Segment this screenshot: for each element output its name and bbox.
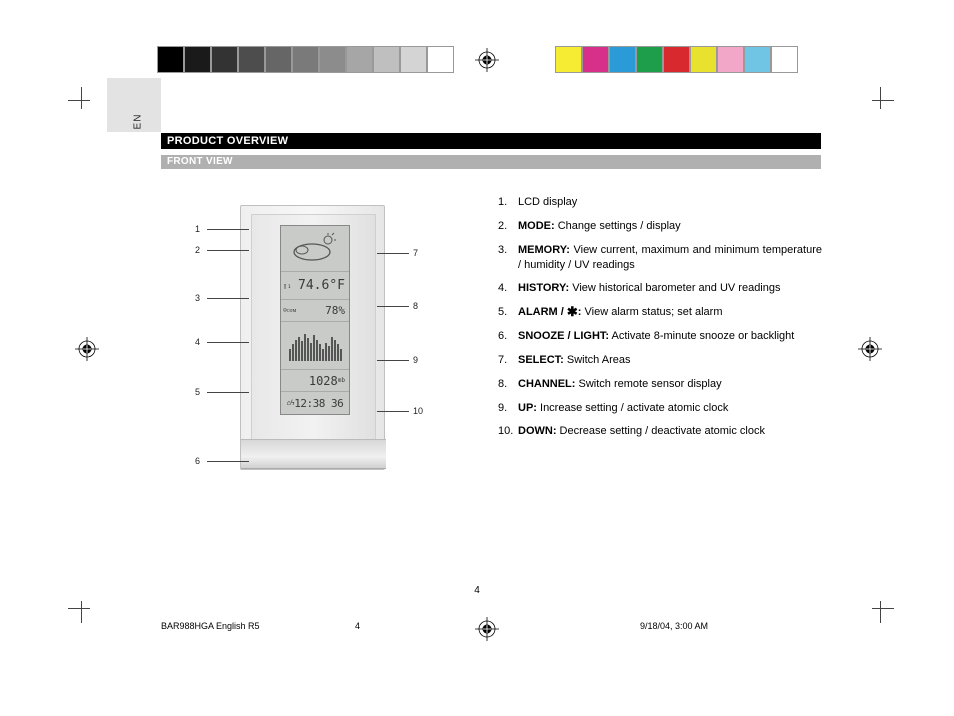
- footer-page: 4: [355, 621, 360, 631]
- device-face: ▯₁ 74.6°F ☺ᴄᴏᴍ 78%: [251, 214, 376, 442]
- swatch: [744, 46, 771, 73]
- callout-line: [207, 461, 249, 462]
- registration-mark-icon: [75, 337, 99, 361]
- swatch: [373, 46, 400, 73]
- sub-header: FRONT VIEW: [161, 155, 821, 169]
- callout-line: [377, 360, 409, 361]
- section-header: PRODUCT OVERVIEW: [161, 133, 821, 149]
- callout-number: 7: [413, 248, 418, 258]
- feature-item: 3.MEMORY: View current, maximum and mini…: [498, 243, 822, 273]
- swatch: [582, 46, 609, 73]
- swatch: [609, 46, 636, 73]
- lcd-time: ⌂ϟ 12:38 36: [281, 392, 349, 414]
- cut-mark-icon: [866, 87, 894, 115]
- feature-item: 9.UP: Increase setting / activate atomic…: [498, 401, 822, 416]
- swatch: [427, 46, 454, 73]
- grayscale-bar: [157, 46, 454, 73]
- callout-line: [207, 342, 249, 343]
- feature-item: 5.ALARM / ✱: View alarm status; set alar…: [498, 305, 822, 320]
- callout-number: 2: [195, 245, 200, 255]
- lcd-pressure: 1028mb: [281, 370, 349, 392]
- lcd-humidity: ☺ᴄᴏᴍ 78%: [281, 300, 349, 322]
- swatch: [319, 46, 346, 73]
- callout-number: 4: [195, 337, 200, 347]
- callout-line: [207, 298, 249, 299]
- device-body: ▯₁ 74.6°F ☺ᴄᴏᴍ 78%: [240, 205, 385, 470]
- callout-line: [207, 229, 249, 230]
- swatch: [555, 46, 582, 73]
- registration-mark-icon: [475, 48, 499, 72]
- swatch: [636, 46, 663, 73]
- feature-item: 4.HISTORY: View historical barometer and…: [498, 281, 822, 296]
- feature-item: 10.DOWN: Decrease setting / deactivate a…: [498, 424, 822, 439]
- callout-line: [377, 253, 409, 254]
- swatch: [238, 46, 265, 73]
- lcd-forecast-icon: [281, 226, 349, 272]
- cut-mark-icon: [866, 595, 894, 623]
- footer-filename: BAR988HGA English R5: [161, 621, 260, 631]
- registration-mark-icon: [475, 617, 499, 641]
- callout-number: 3: [195, 293, 200, 303]
- lcd-display: ▯₁ 74.6°F ☺ᴄᴏᴍ 78%: [280, 225, 350, 415]
- swatch: [400, 46, 427, 73]
- feature-item: 2.MODE: Change settings / display: [498, 219, 822, 234]
- swatch: [771, 46, 798, 73]
- registration-mark-icon: [858, 337, 882, 361]
- color-bar: [555, 46, 798, 73]
- callout-number: 8: [413, 301, 418, 311]
- feature-item: 7.SELECT: Switch Areas: [498, 353, 822, 368]
- swatch: [690, 46, 717, 73]
- language-label: EN: [132, 114, 143, 130]
- footer-timestamp: 9/18/04, 3:00 AM: [640, 621, 708, 631]
- alarm-icon: ✱: [567, 307, 578, 317]
- callout-number: 5: [195, 387, 200, 397]
- lcd-bargraph: [281, 322, 349, 370]
- callout-line: [377, 306, 409, 307]
- callout-number: 10: [413, 406, 423, 416]
- feature-item: 1.LCD display: [498, 195, 822, 210]
- cut-mark-icon: [68, 595, 96, 623]
- swatch: [211, 46, 238, 73]
- lcd-temp: ▯₁ 74.6°F: [281, 272, 349, 300]
- feature-item: 8.CHANNEL: Switch remote sensor display: [498, 377, 822, 392]
- callout-line: [207, 250, 249, 251]
- swatch: [663, 46, 690, 73]
- cut-mark-icon: [68, 87, 96, 115]
- swatch: [157, 46, 184, 73]
- feature-list: 1.LCD display 2.MODE: Change settings / d…: [498, 195, 822, 448]
- callout-number: 1: [195, 224, 200, 234]
- product-diagram: ▯₁ 74.6°F ☺ᴄᴏᴍ 78%: [195, 200, 425, 485]
- feature-item: 6.SNOOZE / LIGHT: Activate 8-minute snoo…: [498, 329, 822, 344]
- callout-number: 9: [413, 355, 418, 365]
- swatch: [292, 46, 319, 73]
- callout-line: [207, 392, 249, 393]
- device-base: [241, 439, 386, 469]
- callout-number: 6: [195, 456, 200, 466]
- swatch: [717, 46, 744, 73]
- swatch: [265, 46, 292, 73]
- swatch: [346, 46, 373, 73]
- page-number: 4: [0, 585, 954, 596]
- swatch: [184, 46, 211, 73]
- callout-line: [377, 411, 409, 412]
